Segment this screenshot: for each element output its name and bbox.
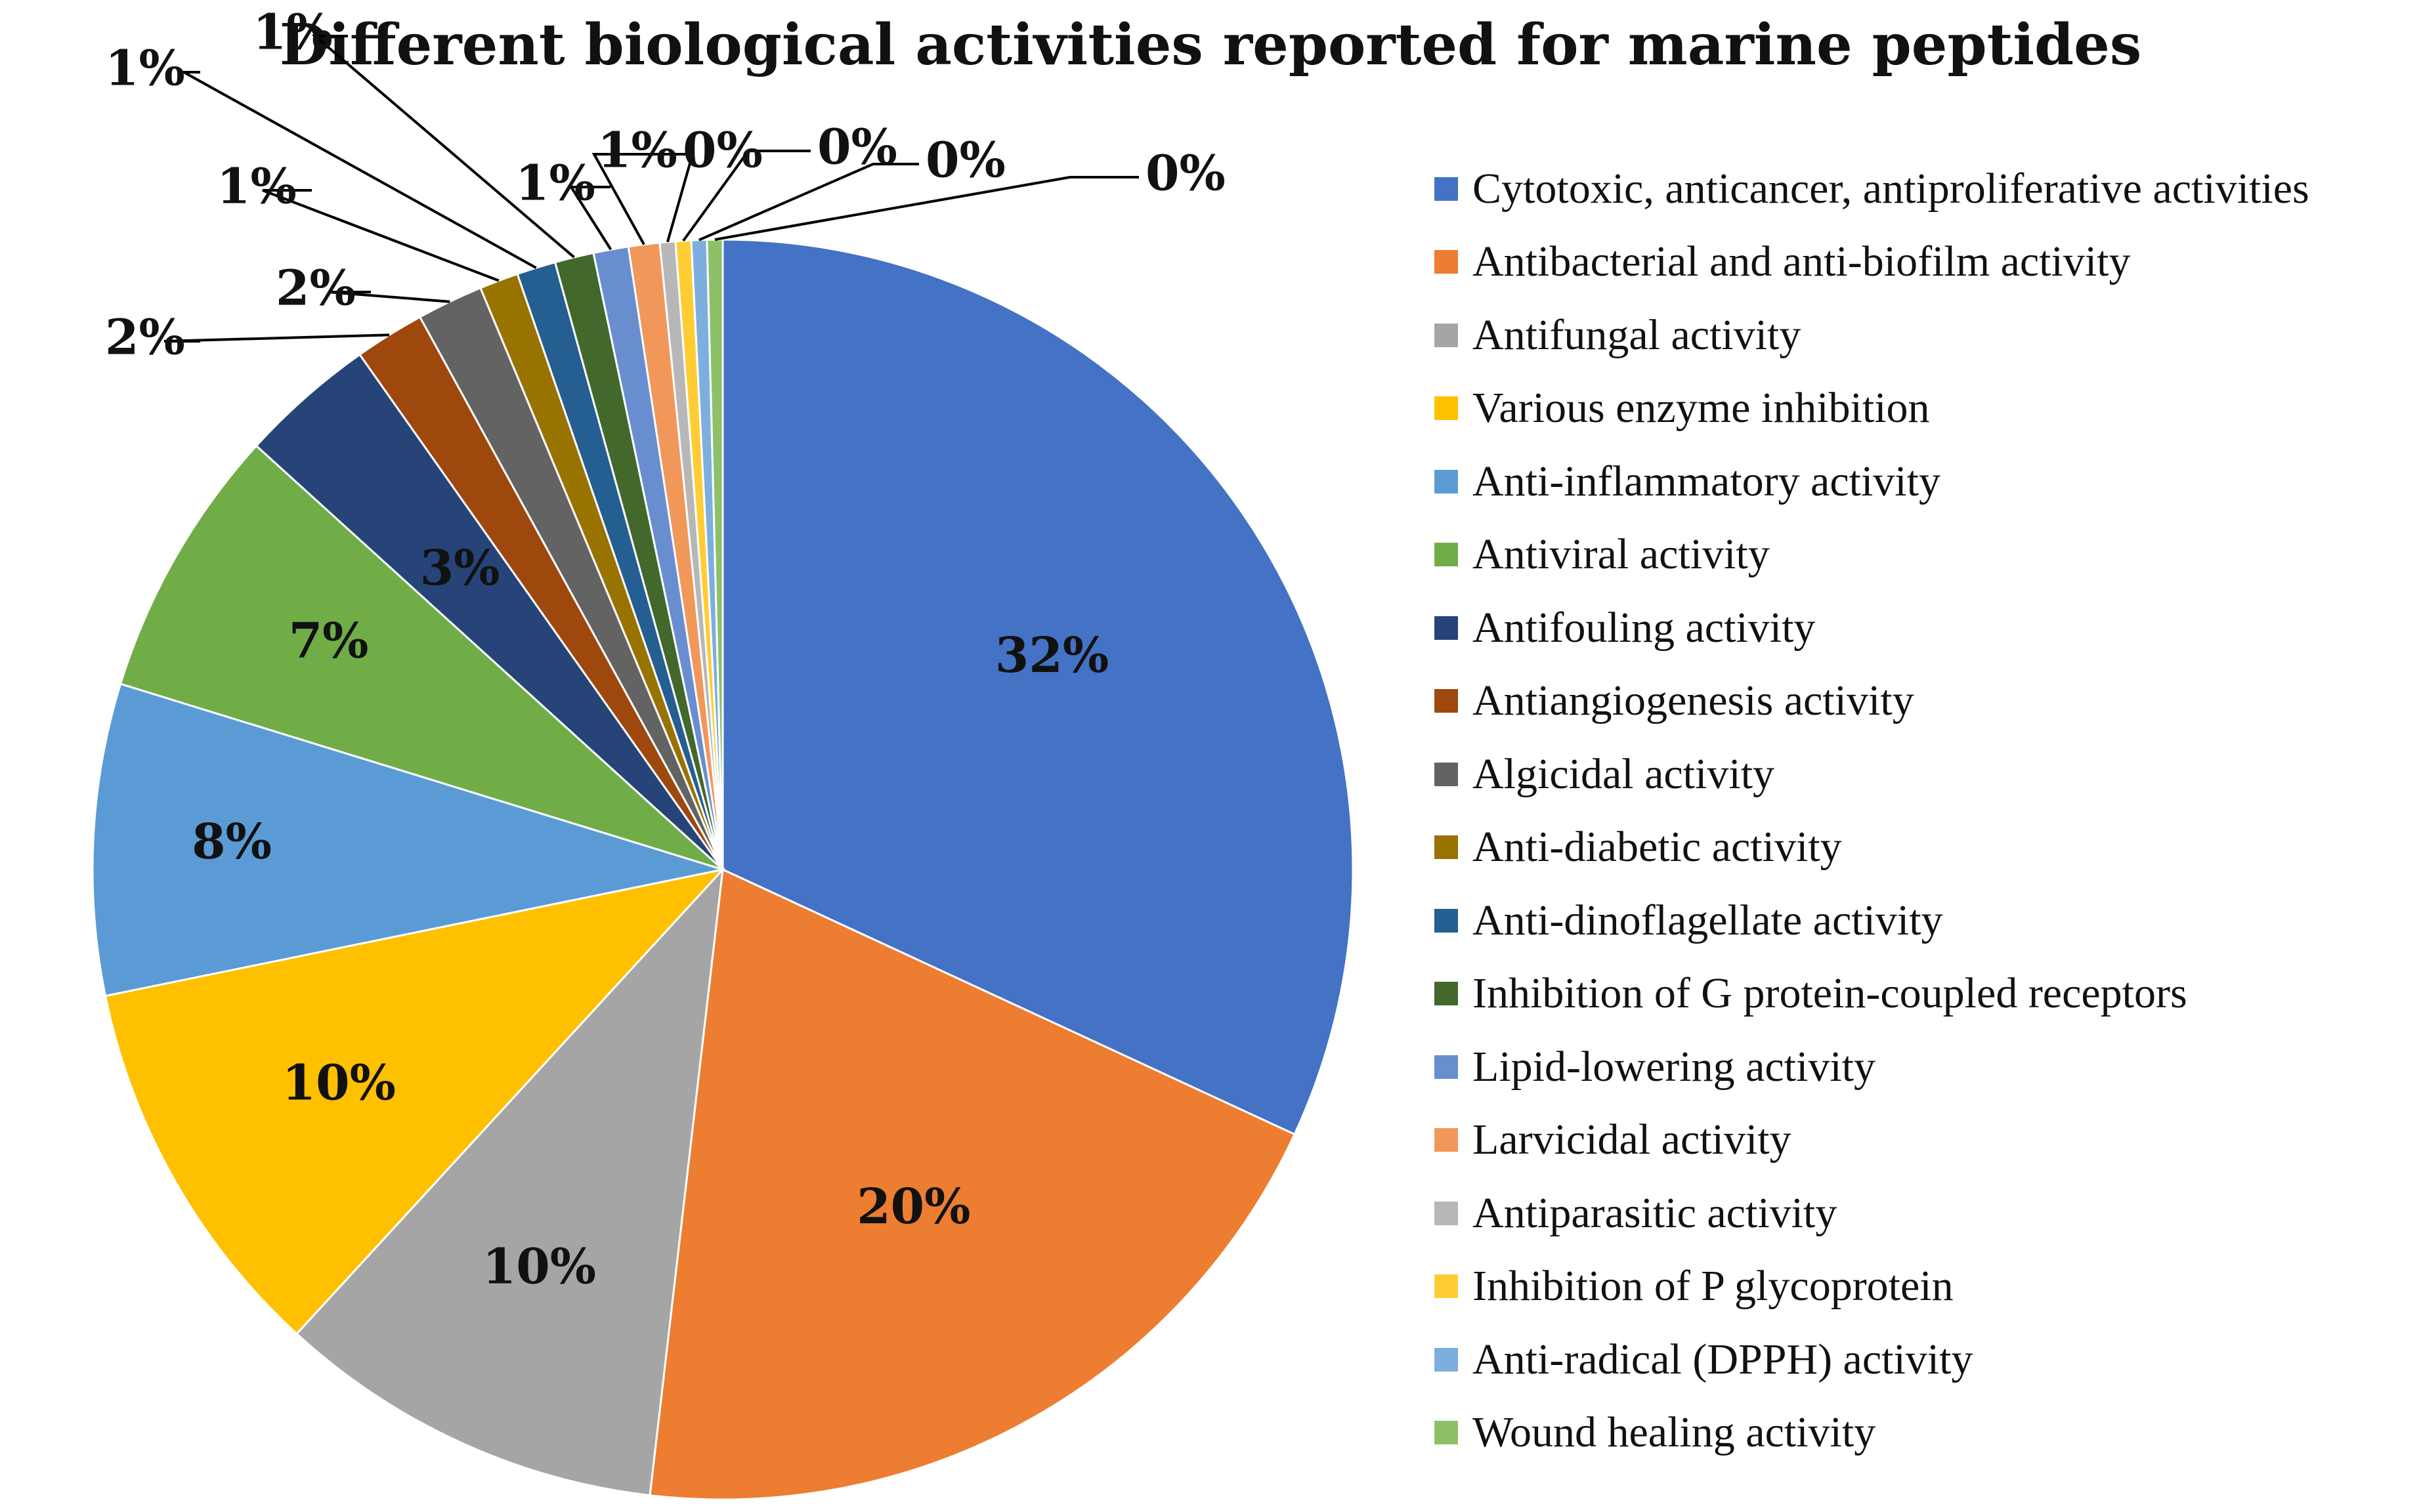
legend-item: Inhibition of G protein-coupled receptor… [1434,957,2309,1031]
legend-swatch [1434,323,1458,347]
pie-slice-4 [104,868,726,1335]
legend-item: Cytotoxic, anticancer, antiproliferative… [1434,152,2309,226]
legend-label: Anti-diabetic activity [1472,823,1842,872]
callout-line-12 [311,35,575,259]
pie-slice-1 [721,238,1354,1136]
pie-slice-5 [91,682,723,998]
legend-swatch [1434,1055,1458,1079]
legend-swatch [1434,1347,1458,1372]
legend-label: Cytotoxic, anticancer, antiproliferative… [1472,164,2309,213]
legend-swatch [1434,762,1458,786]
slice-data-label-7: 3% [420,540,500,597]
callout-line-15 [666,153,695,243]
slice-data-label-16: 0% [817,119,897,176]
legend-swatch [1434,1421,1458,1445]
legend-item: Anti-radical (DPPH) activity [1434,1323,2309,1396]
legend-item: Antifouling activity [1434,591,2309,665]
pie-slices [91,238,1354,1501]
slice-data-label-2: 20% [857,1179,970,1235]
callout-line-11 [179,71,537,269]
legend-swatch [1434,1128,1458,1152]
legend-item: Antifungal activity [1434,299,2309,372]
slice-data-label-18: 0% [1146,146,1226,202]
callout-line-10 [262,189,500,282]
legend-swatch [1434,543,1458,567]
legend-item: Lipid-lowering activity [1434,1030,2309,1104]
legend-item: Algicidal activity [1434,738,2309,811]
legend-swatch [1434,908,1458,933]
legend-label: Antiangiogenesis activity [1472,677,1914,725]
legend-item: Anti-inflammatory activity [1434,445,2309,518]
legend-label: Inhibition of P glycoprotein [1472,1262,1954,1311]
callout-line-16 [682,150,811,242]
legend-item: Antiangiogenesis activity [1434,665,2309,738]
legend-label: Anti-dinoflagellate activity [1472,896,1943,944]
legend-swatch [1434,469,1458,494]
legend-swatch [1434,616,1458,640]
legend-item: Various enzyme inhibition [1434,372,2309,446]
callout-line-18 [714,176,1139,242]
legend-swatch [1434,1274,1458,1299]
callout-line-14 [591,153,693,245]
legend-label: Wound healing activity [1472,1408,1876,1457]
slice-data-label-9: 2% [276,261,356,317]
pie-callout-lines [163,35,1139,343]
chart-legend: Cytotoxic, anticancer, antiproliferative… [1434,152,2309,1469]
legend-label: Antiparasitic activity [1472,1188,1837,1237]
legend-swatch [1434,689,1458,713]
legend-label: Various enzyme inhibition [1472,384,1930,432]
legend-swatch [1434,1201,1458,1225]
legend-swatch [1434,250,1458,274]
legend-label: Antifungal activity [1472,310,1801,359]
legend-item: Anti-diabetic activity [1434,811,2309,885]
legend-label: Inhibition of G protein-coupled receptor… [1472,969,2187,1018]
legend-swatch [1434,177,1458,201]
slice-data-label-11: 1% [105,41,185,97]
slice-data-label-5: 8% [192,814,272,870]
legend-item: Antibacterial and anti-biofilm activity [1434,226,2309,299]
callout-line-9 [328,291,450,303]
slice-data-label-13: 1% [515,156,595,212]
slice-data-label-14: 1% [597,123,677,179]
slice-data-label-6: 7% [289,613,369,669]
slice-data-label-10: 1% [217,159,297,215]
legend-label: Antibacterial and anti-biofilm activity [1472,238,2131,286]
legend-item: Wound healing activity [1434,1396,2309,1470]
slice-data-label-12: 1% [253,5,333,61]
legend-label: Larvicidal activity [1472,1116,1791,1164]
legend-label: Algicidal activity [1472,749,1775,798]
legend-item: Inhibition of P glycoprotein [1434,1250,2309,1324]
slice-data-label-1: 32% [995,627,1109,684]
pie-data-labels: 32%20%10%10%8%7%3%2%2%1%1%1%1%1% 0% 0% 0% 0% [105,5,1226,1295]
legend-swatch [1434,835,1458,860]
legend-label: Anti-radical (DPPH) activity [1472,1335,1973,1383]
pie-slice-7 [255,353,724,871]
pie-slice-6 [119,444,724,871]
slice-data-label-15: 0% [683,123,763,179]
slice-data-label-4: 10% [282,1055,396,1112]
legend-swatch [1434,396,1458,421]
legend-swatch [1434,982,1458,1006]
callout-line-17 [698,163,919,242]
legend-item: Antiviral activity [1434,518,2309,592]
callout-line-8 [163,333,390,343]
slice-data-label-8: 2% [105,310,185,366]
slice-data-label-3: 10% [482,1239,596,1295]
legend-label: Lipid-lowering activity [1472,1042,1876,1091]
legend-label: Antifouling activity [1472,603,1816,652]
pie-slice-2 [649,868,1296,1501]
legend-item: Anti-dinoflagellate activity [1434,884,2309,957]
callout-line-13 [568,186,612,251]
legend-label: Antiviral activity [1472,530,1770,579]
legend-item: Larvicidal activity [1434,1104,2309,1177]
slice-data-label-17: 0% [926,133,1006,189]
pie-slice-3 [295,866,725,1497]
legend-label: Anti-inflammatory activity [1472,457,1940,505]
legend-item: Antiparasitic activity [1434,1177,2309,1250]
chart-title: Different biological activities reported… [279,12,2142,78]
